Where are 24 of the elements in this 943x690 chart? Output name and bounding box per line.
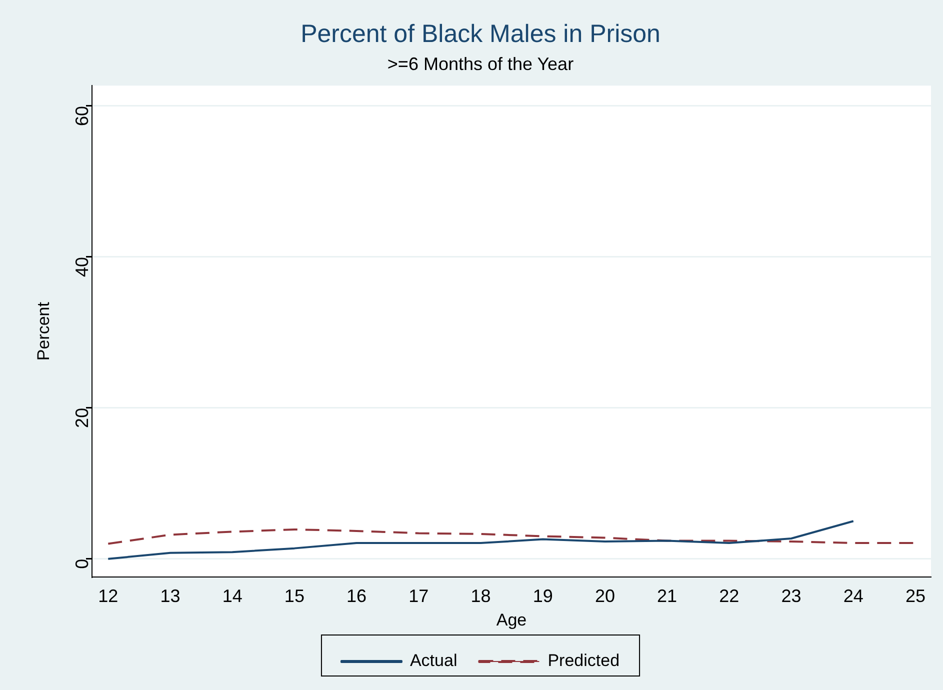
y-tick-label: 60	[72, 106, 92, 126]
y-axis-title: Percent	[34, 302, 53, 361]
x-tick-label: 18	[470, 586, 491, 606]
y-tick-label: 40	[72, 256, 92, 277]
x-tick-label: 20	[594, 586, 615, 606]
x-tick-label: 22	[719, 586, 740, 606]
x-axis-title: Age	[496, 610, 527, 630]
x-tick-label: 24	[843, 586, 864, 606]
x-tick-label: 14	[222, 586, 242, 606]
chart-title: Percent of Black Males in Prison	[300, 20, 660, 48]
legend-label: Actual	[410, 651, 458, 670]
x-tick-label: 19	[532, 586, 553, 606]
y-tick-label: 0	[72, 558, 92, 569]
x-tick-label: 23	[781, 586, 802, 606]
x-tick-label: 15	[284, 586, 304, 606]
x-tick-label: 16	[346, 586, 367, 606]
chart-subtitle: >=6 Months of the Year	[387, 54, 574, 74]
y-tick-label: 20	[72, 408, 92, 428]
x-tick-label: 21	[657, 586, 678, 606]
x-tick-label: 17	[408, 586, 429, 606]
x-tick-label: 25	[905, 586, 926, 606]
x-tick-label: 12	[98, 586, 118, 606]
x-tick-label: 13	[160, 586, 180, 606]
legend-label: Predicted	[548, 651, 620, 670]
